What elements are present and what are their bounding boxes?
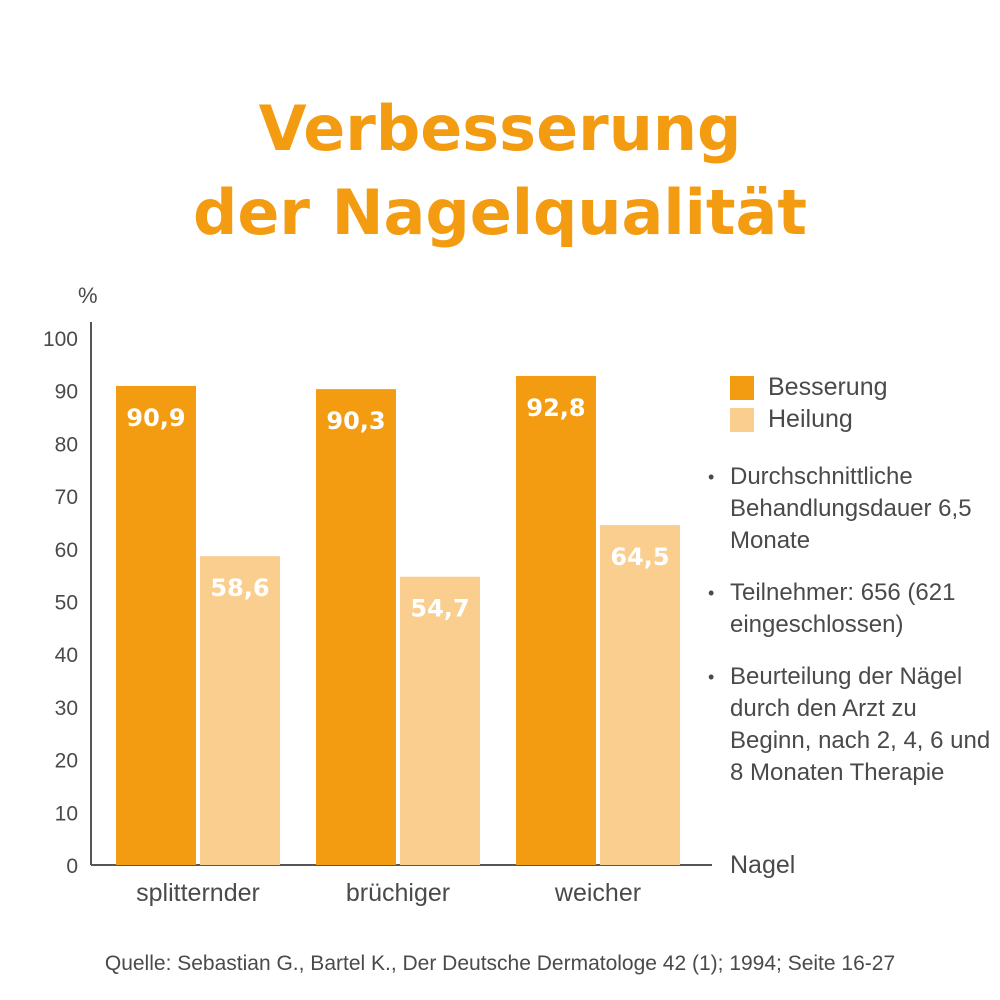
y-tick-label: 100 [43, 328, 78, 351]
y-tick-label: 50 [55, 592, 78, 615]
data-label: 58,6 [210, 574, 269, 602]
y-tick-label: 90 [55, 381, 78, 404]
note-duration: • Durchschnittliche Behandlungsdauer 6,5… [708, 461, 998, 557]
bar-besserung-weicher [516, 375, 596, 865]
legend-label-besserung: Besserung [768, 373, 888, 401]
x-axis-label: Nagel [730, 851, 795, 879]
y-tick-label: 10 [55, 802, 78, 825]
y-tick-label: 60 [55, 539, 78, 562]
note-participants-text: Teilnehmer: 656 (621 eingeschlossen) [730, 579, 956, 638]
bar-heilung-weicher [600, 525, 680, 865]
y-tick-label: 40 [55, 644, 78, 667]
note-assessment: • Beurteilung der Nägel durch den Arzt z… [708, 661, 998, 789]
y-axis-label: % [78, 283, 98, 308]
y-tick-label: 0 [66, 855, 78, 878]
y-tick-label: 70 [55, 486, 78, 509]
x-tick-label: weicher [554, 879, 641, 907]
data-label: 90,3 [326, 407, 385, 435]
note-participants: • Teilnehmer: 656 (621 eingeschlossen) [708, 577, 998, 641]
x-tick-label: brüchiger [346, 879, 450, 907]
data-label: 54,7 [410, 595, 469, 623]
legend-item-besserung: Besserung [730, 373, 888, 402]
legend-swatch-besserung [730, 375, 754, 400]
data-label: 90,9 [126, 404, 185, 432]
chart-title-line1: Verbesserung [258, 92, 742, 165]
data-label: 64,5 [610, 543, 669, 571]
y-tick-label: 30 [55, 697, 78, 720]
data-label: 92,8 [526, 394, 585, 422]
note-duration-text: Durchschnittliche Behandlungsdauer 6,5 M… [730, 463, 972, 554]
note-assessment-text: Beurteilung der Nägel durch den Arzt zu … [730, 663, 991, 786]
bar-besserung-brüchiger [316, 389, 396, 865]
bullet-icon: • [708, 467, 715, 487]
y-tick-label: 80 [55, 433, 78, 456]
x-tick-label: splitternder [136, 879, 260, 907]
bar-besserung-splitternder [116, 385, 196, 865]
legend-swatch-heilung [730, 407, 754, 432]
bullet-icon: • [708, 583, 715, 603]
bullet-icon: • [708, 667, 715, 687]
legend-item-heilung: Heilung [730, 405, 853, 434]
bar-heilung-splitternder [200, 556, 280, 865]
y-tick-label: 20 [55, 750, 78, 773]
source-citation: Quelle: Sebastian G., Bartel K., Der Deu… [104, 952, 896, 975]
chart-title-line2: der Nagelqualität [193, 176, 807, 249]
legend-label-heilung: Heilung [768, 405, 853, 433]
bar-heilung-brüchiger [400, 576, 480, 865]
